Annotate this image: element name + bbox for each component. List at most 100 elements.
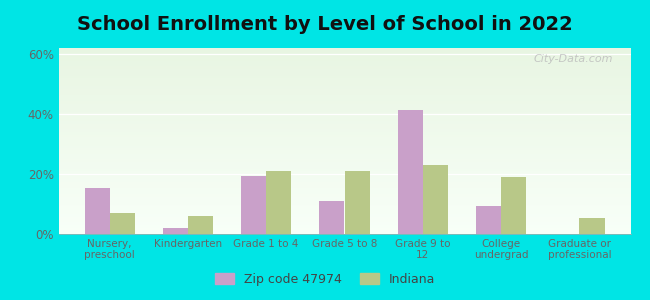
Bar	[58, 116, 630, 117]
Bar	[58, 162, 630, 163]
Bar	[58, 52, 630, 53]
Bar	[58, 208, 630, 209]
Bar	[58, 132, 630, 133]
Bar	[58, 150, 630, 151]
Bar	[58, 153, 630, 154]
Bar	[58, 215, 630, 216]
Bar	[58, 230, 630, 231]
Bar	[58, 169, 630, 170]
Legend: Zip code 47974, Indiana: Zip code 47974, Indiana	[210, 268, 440, 291]
Bar	[58, 175, 630, 176]
Bar	[58, 171, 630, 172]
Bar	[58, 147, 630, 148]
Bar	[58, 136, 630, 137]
Bar	[58, 224, 630, 225]
Bar	[58, 214, 630, 215]
Bar	[58, 114, 630, 115]
Bar	[58, 130, 630, 131]
Bar	[58, 143, 630, 144]
Bar	[58, 76, 630, 77]
Bar	[266, 171, 291, 234]
Bar	[58, 65, 630, 66]
Bar	[58, 157, 630, 158]
Bar	[319, 201, 344, 234]
Bar	[579, 218, 604, 234]
Bar	[58, 97, 630, 98]
Bar	[58, 177, 630, 178]
Bar	[58, 226, 630, 227]
Bar	[58, 170, 630, 171]
Bar	[58, 191, 630, 192]
Bar	[58, 172, 630, 173]
Bar	[58, 82, 630, 83]
Bar	[58, 176, 630, 177]
Bar	[58, 156, 630, 157]
Bar	[58, 59, 630, 60]
Bar	[476, 206, 501, 234]
Bar	[58, 122, 630, 123]
Bar	[58, 58, 630, 59]
Bar	[58, 192, 630, 193]
Bar	[58, 118, 630, 119]
Bar	[58, 144, 630, 145]
Bar	[58, 67, 630, 68]
Bar	[58, 111, 630, 112]
Bar	[162, 228, 188, 234]
Bar	[58, 149, 630, 150]
Bar	[58, 103, 630, 104]
Bar	[58, 197, 630, 198]
Bar	[58, 63, 630, 64]
Bar	[58, 211, 630, 212]
Bar	[58, 145, 630, 146]
Bar	[58, 124, 630, 125]
Bar	[58, 148, 630, 149]
Bar	[58, 187, 630, 188]
Bar	[58, 92, 630, 93]
Bar	[58, 102, 630, 103]
Bar	[58, 182, 630, 183]
Bar	[58, 127, 630, 128]
Bar	[58, 70, 630, 71]
Bar	[58, 108, 630, 110]
Bar	[58, 134, 630, 135]
Bar	[58, 219, 630, 220]
Bar	[58, 51, 630, 52]
Bar	[58, 56, 630, 57]
Bar	[58, 62, 630, 63]
Bar	[58, 164, 630, 165]
Bar	[58, 198, 630, 199]
Bar	[58, 213, 630, 214]
Bar	[58, 99, 630, 100]
Bar	[58, 85, 630, 86]
Bar	[58, 60, 630, 61]
Bar	[58, 216, 630, 217]
Bar	[58, 195, 630, 196]
Bar	[58, 185, 630, 186]
Bar	[58, 50, 630, 51]
Bar	[58, 159, 630, 160]
Bar	[58, 225, 630, 226]
Bar	[58, 161, 630, 162]
Bar	[58, 183, 630, 184]
Bar	[58, 218, 630, 219]
Bar	[58, 110, 630, 111]
Bar	[58, 105, 630, 106]
Bar	[58, 61, 630, 62]
Bar	[58, 196, 630, 197]
Bar	[398, 110, 423, 234]
Bar	[58, 231, 630, 232]
Bar	[58, 184, 630, 185]
Bar	[58, 142, 630, 143]
Bar	[58, 135, 630, 136]
Bar	[58, 139, 630, 140]
Bar	[58, 69, 630, 70]
Bar	[58, 158, 630, 159]
Bar	[58, 66, 630, 67]
Bar	[58, 217, 630, 218]
Bar	[58, 48, 630, 49]
Bar	[58, 209, 630, 210]
Bar	[58, 210, 630, 211]
Bar	[58, 228, 630, 229]
Bar	[58, 88, 630, 89]
Bar	[58, 104, 630, 105]
